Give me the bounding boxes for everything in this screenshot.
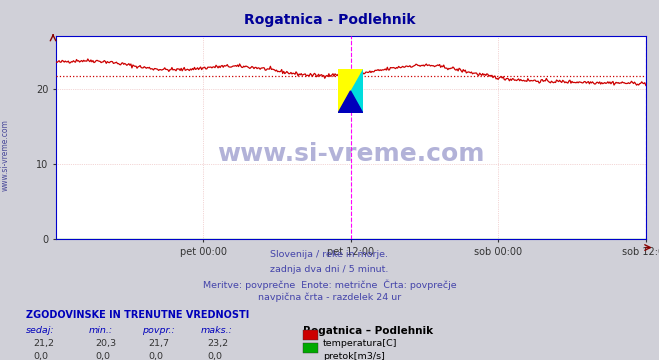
Polygon shape (338, 68, 363, 113)
Text: Slovenija / reke in morje.: Slovenija / reke in morje. (270, 250, 389, 259)
Text: www.si-vreme.com: www.si-vreme.com (1, 119, 10, 191)
Text: pretok[m3/s]: pretok[m3/s] (323, 352, 385, 360)
Text: 0,0: 0,0 (148, 352, 163, 360)
Polygon shape (338, 68, 363, 113)
Text: min.:: min.: (89, 326, 113, 335)
Text: temperatura[C]: temperatura[C] (323, 339, 397, 348)
Text: www.si-vreme.com: www.si-vreme.com (217, 142, 484, 166)
Text: ZGODOVINSKE IN TRENUTNE VREDNOSTI: ZGODOVINSKE IN TRENUTNE VREDNOSTI (26, 310, 250, 320)
Text: 0,0: 0,0 (208, 352, 223, 360)
Text: maks.:: maks.: (201, 326, 233, 335)
Text: zadnja dva dni / 5 minut.: zadnja dva dni / 5 minut. (270, 265, 389, 274)
Text: Rogatnica - Podlehnik: Rogatnica - Podlehnik (244, 13, 415, 27)
Text: povpr.:: povpr.: (142, 326, 175, 335)
Text: sedaj:: sedaj: (26, 326, 55, 335)
Text: 21,7: 21,7 (148, 339, 169, 348)
Text: 0,0: 0,0 (33, 352, 48, 360)
Text: 23,2: 23,2 (208, 339, 229, 348)
Text: Rogatnica – Podlehnik: Rogatnica – Podlehnik (303, 326, 433, 336)
Text: navpična črta - razdelek 24 ur: navpična črta - razdelek 24 ur (258, 292, 401, 302)
Text: Meritve: povprečne  Enote: metrične  Črta: povprečje: Meritve: povprečne Enote: metrične Črta:… (203, 279, 456, 289)
Text: 20,3: 20,3 (96, 339, 117, 348)
Text: 0,0: 0,0 (96, 352, 111, 360)
Polygon shape (338, 91, 363, 113)
Text: 21,2: 21,2 (33, 339, 54, 348)
